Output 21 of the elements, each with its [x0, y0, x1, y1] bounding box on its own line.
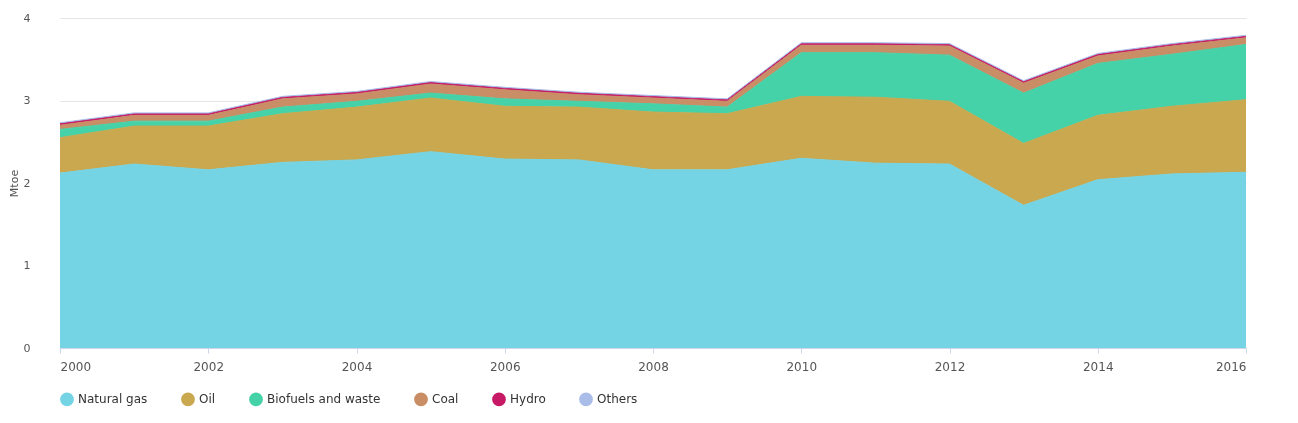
x-tick-label: 2008	[638, 359, 669, 374]
legend-label: Biofuels and waste	[267, 392, 381, 407]
x-tick-label: 2002	[193, 359, 225, 374]
x-tick-label: 2016	[1215, 359, 1247, 374]
y-tick-label: 2	[23, 176, 31, 190]
y-tick-label: 3	[23, 94, 31, 107]
x-tick-label: 2014	[1082, 359, 1114, 374]
y-tick-label: 1	[23, 259, 31, 272]
x-tick-label: 2004	[341, 359, 373, 374]
x-tick-label: 2000	[60, 359, 92, 374]
legend-label: Coal	[432, 392, 459, 407]
legend-label: Natural gas	[78, 392, 148, 407]
legend-label: Oil	[199, 392, 216, 407]
legend-label: Hydro	[510, 392, 546, 407]
y-tick-label: 4	[23, 11, 31, 25]
x-tick-label: 2012	[934, 359, 966, 374]
y-axis-title: Mtoe	[7, 169, 21, 198]
y-tick-label: 0	[23, 341, 31, 355]
legend-label: Others	[597, 392, 638, 407]
x-tick-label: 2006	[489, 359, 521, 374]
x-tick-label: 2010	[786, 359, 818, 374]
